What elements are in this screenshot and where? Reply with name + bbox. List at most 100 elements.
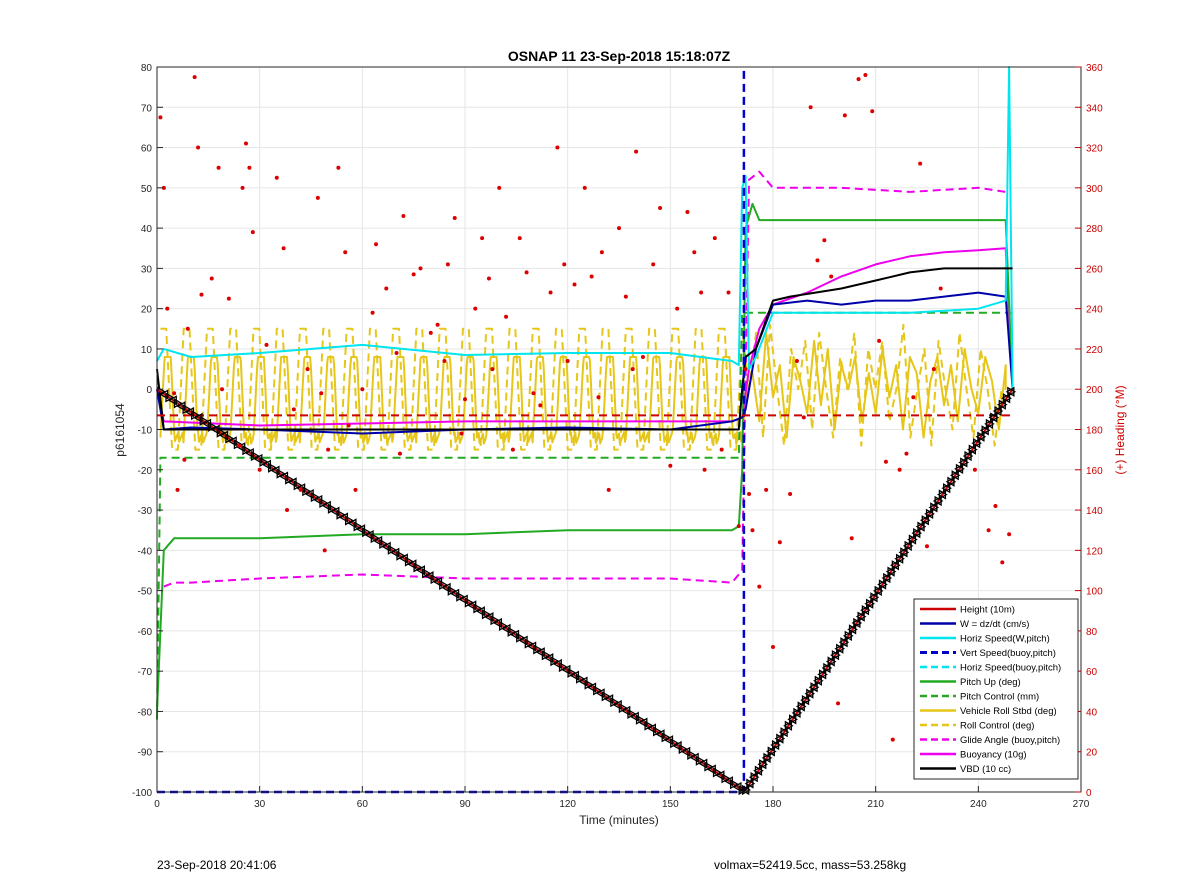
heading-point (315, 195, 320, 200)
heading-point (1000, 560, 1005, 565)
y2-tick-label: 0 (1086, 788, 1092, 799)
y2-tick-label: 360 (1086, 63, 1103, 74)
depth-marker-down (567, 667, 577, 678)
heading-point (771, 645, 775, 649)
depth-marker-down (165, 392, 175, 403)
depth-marker-down (370, 532, 380, 544)
depth-marker-down (353, 521, 363, 532)
legend-box (913, 598, 1079, 780)
y2-tick-label: 120 (1086, 546, 1103, 557)
heading-point (411, 272, 416, 277)
heading-point (182, 457, 187, 462)
heading-point (993, 504, 998, 509)
depth-marker-up (765, 746, 777, 757)
heading-point (801, 415, 806, 420)
depth-marker-down (310, 491, 320, 503)
depth-marker-down (456, 591, 466, 602)
y2-axis-ticks: 0 20 40 60 80 100 120 140 160 180 200 220 240 260 280 3… (1075, 63, 1103, 799)
heading-point (418, 266, 423, 271)
legend-entry-vehicle-roll-stbd-deg: Vehicle Roll Stbd (deg) (960, 706, 1057, 717)
heading-point (685, 210, 690, 214)
depth-marker-down (250, 450, 260, 462)
depth-marker-up (911, 527, 923, 539)
heading-point (897, 467, 902, 472)
heading-point (480, 236, 485, 241)
depth-marker-up (881, 572, 893, 584)
y-tick-label: -70 (138, 667, 153, 678)
heading-point (531, 391, 536, 396)
heading-point (931, 367, 936, 372)
heading-point (336, 165, 341, 170)
depth-marker-up (958, 457, 970, 468)
y2-tick-label: 320 (1086, 144, 1103, 155)
heading-point (264, 342, 269, 347)
depth-marker-down (473, 603, 483, 614)
heading-point (401, 214, 406, 219)
depth-marker-up (791, 707, 803, 719)
depth-marker-up (838, 637, 850, 648)
heading-point (199, 292, 204, 297)
heading-point (305, 367, 310, 372)
legend-entry-glide-angle-buoy-pitch: Glide Angle (buoy,pitch) (960, 735, 1060, 746)
depth-marker-down (242, 445, 252, 456)
x-tick-label: 150 (662, 799, 679, 810)
y2-tick-label: 300 (1086, 184, 1103, 195)
depth-marker-up (864, 598, 875, 609)
heading-point (397, 451, 402, 456)
heading-point (777, 540, 782, 545)
depth-marker-down (541, 650, 551, 661)
series-line-roll-control-deg (160, 323, 1006, 451)
heading-point (702, 467, 707, 472)
heading-point (634, 149, 639, 154)
depth-marker-up (855, 611, 867, 622)
depth-marker-up (783, 720, 794, 731)
depth-marker-up (787, 714, 798, 725)
heading-point (719, 447, 724, 452)
depth-marker-up (992, 405, 1004, 417)
legend-entry-pitch-control-mm: Pitch Control (mm) (960, 692, 1039, 703)
depth-marker-down (584, 679, 594, 690)
heading-point (699, 290, 704, 295)
depth-marker-up (924, 508, 935, 519)
depth-marker-down (267, 462, 277, 473)
depth-marker-up (834, 643, 846, 654)
depth-marker-up (979, 425, 991, 436)
depth-marker-down (276, 468, 286, 479)
depth-marker-down (670, 737, 680, 749)
depth-marker-up (937, 489, 948, 500)
depth-marker-down (712, 767, 722, 778)
y-tick-label: -80 (138, 707, 153, 718)
heading-point (165, 306, 170, 311)
depth-marker-up (988, 412, 1000, 423)
depth-marker-down (533, 644, 543, 655)
depth-marker-up (778, 727, 790, 738)
legend: Height (10m) W = dz/dt (cm/s) Horiz Speed(… (913, 598, 1079, 780)
heading-point (175, 487, 180, 492)
y-tick-label: -50 (138, 587, 153, 598)
depth-marker-down (208, 421, 218, 432)
heading-point (925, 544, 929, 549)
depth-marker-down (396, 550, 406, 561)
y-tick-label: 0 (146, 385, 152, 396)
depth-marker-up (757, 759, 769, 770)
heading-point (555, 145, 560, 150)
heading-point (692, 250, 697, 255)
heading-point (220, 387, 225, 392)
heading-point (918, 161, 923, 166)
x-tick-label: 180 (765, 799, 782, 810)
legend-entry-horiz-speed-w-pitch: Horiz Speed(W,pitch) (960, 634, 1050, 645)
heading-point (617, 226, 621, 231)
heading-point (849, 536, 854, 541)
heading-point (435, 322, 440, 327)
heading-point (281, 246, 286, 251)
depth-marker-up (813, 675, 824, 686)
heading-point (216, 165, 221, 170)
depth-marker-up (919, 515, 931, 526)
heading-point (343, 250, 348, 255)
depth-marker-down (302, 486, 312, 497)
heading-point (877, 338, 882, 343)
y-tick-label: 80 (141, 63, 153, 74)
heading-point (247, 165, 252, 170)
y-tick-label: 40 (141, 224, 153, 235)
